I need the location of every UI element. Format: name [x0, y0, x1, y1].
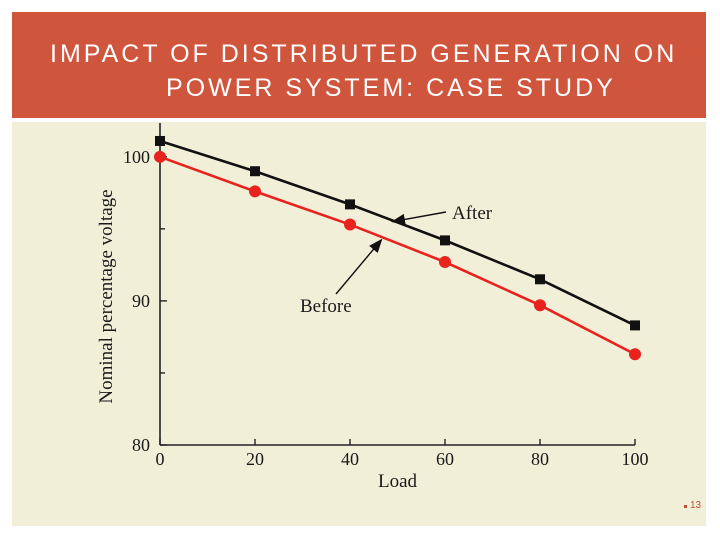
slide-number-bullet: [684, 505, 687, 508]
marker-before: [629, 348, 641, 361]
marker-after: [155, 135, 165, 146]
marker-before: [249, 185, 261, 198]
y-tick-label: 100: [123, 147, 150, 167]
annotation-label-after: After: [452, 203, 493, 224]
y-axis-title: Nominal percentage voltage: [96, 189, 117, 403]
chart-series: [154, 135, 641, 361]
x-tick-label: 0: [156, 449, 165, 469]
annotation-label-before: Before: [300, 296, 352, 317]
x-axis-title: Load: [378, 471, 418, 492]
x-tick-label: 100: [622, 449, 649, 469]
chart-axes: [159, 123, 636, 446]
marker-after: [250, 166, 260, 177]
marker-after: [345, 199, 355, 210]
marker-before: [439, 256, 451, 269]
slide-title-line-1: IMPACT OF DISTRIBUTED GENERATION ON: [50, 40, 678, 68]
marker-after: [440, 235, 450, 246]
series-line-after: [159, 139, 636, 327]
marker-after: [630, 320, 640, 331]
chart-panel: [12, 122, 706, 526]
y-tick-label: 90: [132, 291, 150, 311]
x-tick-label: 80: [531, 449, 549, 469]
x-tick-label: 60: [436, 449, 454, 469]
x-tick-label: 20: [246, 449, 264, 469]
marker-before: [154, 150, 166, 163]
annotation-arrow-before: [335, 238, 383, 295]
slide-title-line-2: POWER SYSTEM: CASE STUDY: [166, 74, 616, 102]
x-tick-label: 40: [341, 449, 359, 469]
slide-number: 13: [690, 500, 702, 511]
chart-annotations: After Before: [300, 203, 493, 317]
y-tick-label: 80: [132, 435, 150, 455]
series-line-before: [159, 155, 636, 356]
marker-before: [534, 299, 546, 312]
marker-before: [344, 218, 356, 231]
title-banner: IMPACT OF DISTRIBUTED GENERATION ON POWE…: [12, 12, 706, 118]
chart-labels: 0 20 40 60 80 100 80 90 100 Load Nominal percentag…: [96, 147, 649, 492]
marker-after: [535, 274, 545, 285]
annotation-arrow-after: [390, 211, 447, 225]
